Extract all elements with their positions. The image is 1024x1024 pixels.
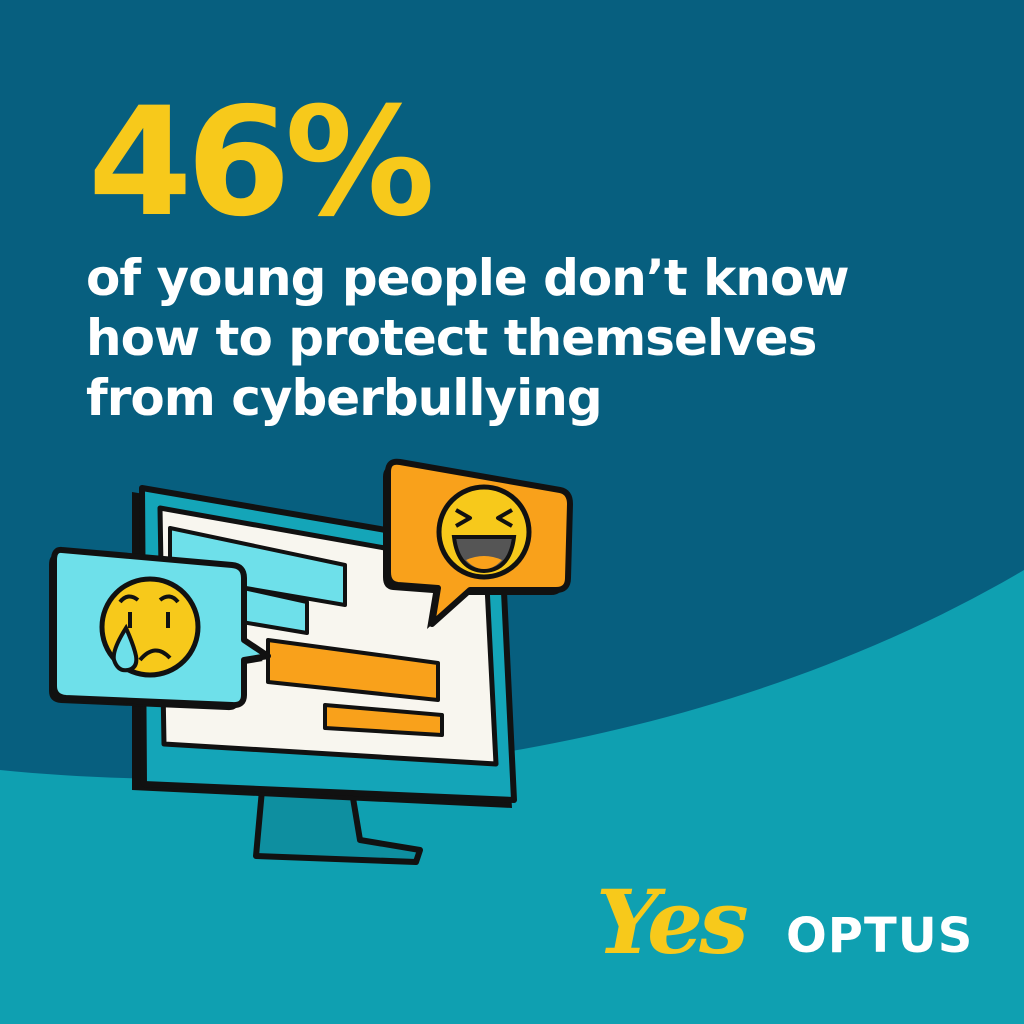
crying-face-icon [99, 576, 201, 678]
yes-logo: Yes [596, 870, 749, 974]
headline-statistic: 46% [88, 76, 435, 250]
screen-bar [266, 638, 440, 702]
headline-description: of young people don’t know how to protec… [86, 249, 850, 427]
screen-bar [323, 703, 444, 737]
brand-logo: Yes OPTUS [590, 870, 1010, 980]
laughing-face-icon [436, 484, 532, 580]
monitor-illustration [49, 458, 573, 865]
optus-logo: OPTUS [786, 908, 974, 964]
